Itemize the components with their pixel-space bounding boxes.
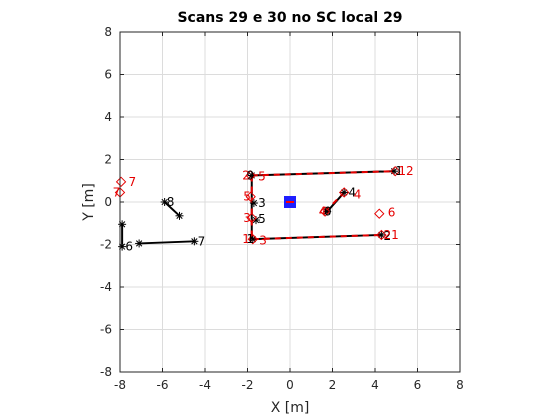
grid-lines — [119, 31, 461, 373]
point-label: 5 — [258, 212, 266, 226]
x-tick-label: 0 — [286, 378, 294, 392]
data-point-diamond — [319, 206, 331, 217]
point-label: 4 — [348, 185, 356, 199]
asterisk-stroke — [252, 216, 260, 224]
y-tick-label: -8 — [100, 365, 112, 379]
data-point-diamond — [245, 170, 256, 181]
point-label: 0 — [324, 205, 332, 219]
point-label: 7 — [198, 234, 206, 248]
point-label: 3 — [258, 196, 266, 210]
y-tick-label: 0 — [104, 195, 112, 209]
x-axis-label: X [m] — [271, 400, 310, 416]
y-tick-label: -2 — [100, 238, 112, 252]
x-tick-label: 8 — [456, 378, 464, 392]
data-point-asterisk — [248, 235, 257, 244]
data-point-asterisk — [190, 237, 199, 246]
point-label: 8 — [167, 195, 175, 209]
scan-segment-line — [251, 170, 396, 177]
point-label: 9 — [246, 168, 254, 182]
y-axis-label: Y [m] — [81, 183, 97, 222]
point-label: 1 — [242, 232, 250, 246]
data-point-diamond — [389, 165, 401, 177]
point-label: 3 — [259, 233, 267, 247]
scan-segment-line — [252, 233, 382, 241]
asterisk-stroke — [161, 198, 168, 206]
x-tick-label: 2 — [329, 378, 337, 392]
point-label: 5 — [258, 170, 266, 184]
data-point-diamond — [338, 187, 350, 198]
y-tick-label: 6 — [104, 68, 112, 82]
chart-title: Scans 29 e 30 no SC local 29 — [177, 10, 402, 26]
y-tick-label: -4 — [100, 280, 112, 294]
data-point-diamond — [246, 212, 257, 224]
data-point-asterisk — [175, 211, 184, 220]
y-tick-label: -6 — [100, 323, 112, 337]
point-label: 4 — [354, 188, 362, 202]
y-tick-label: 4 — [104, 110, 112, 124]
x-axis-ticks: -8 -6 -4 -2 0 2 4 6 8 — [114, 32, 464, 392]
data-point-asterisk — [135, 239, 144, 248]
point-label: 5 — [243, 190, 251, 204]
point-label: 6 — [125, 240, 133, 254]
data-point-asterisk — [377, 230, 386, 239]
point-label: 12 — [398, 164, 413, 178]
x-tick-label: -4 — [199, 378, 211, 392]
data-point-asterisk — [118, 220, 127, 229]
point-label: 3 — [243, 211, 251, 225]
origin-marker — [284, 196, 296, 208]
asterisk-stroke — [324, 208, 331, 215]
x-tick-label: 6 — [414, 378, 422, 392]
scan-markers — [114, 165, 401, 251]
x-tick-label: 4 — [371, 378, 379, 392]
x-tick-label: -2 — [242, 378, 254, 392]
asterisk-stroke — [378, 231, 385, 239]
asterisk-stroke — [135, 240, 143, 247]
data-point-diamond — [247, 233, 259, 245]
point-label: 2 — [242, 168, 250, 182]
asterisk-stroke — [191, 238, 198, 245]
point-label: 1 — [246, 232, 254, 246]
point-label: 7 — [129, 175, 137, 189]
asterisk-stroke — [250, 199, 258, 207]
data-point-asterisk — [249, 199, 258, 208]
point-label: 7 — [113, 185, 121, 199]
point-label: 21 — [384, 228, 399, 242]
point-label: 4 — [319, 205, 327, 219]
data-point-diamond — [245, 191, 256, 202]
asterisk-stroke — [341, 189, 348, 196]
data-point-asterisk — [160, 198, 169, 206]
data-point-asterisk — [252, 216, 260, 225]
scan-segment-line — [324, 191, 345, 213]
asterisk-stroke — [176, 212, 183, 219]
x-tick-label: -8 — [114, 378, 126, 392]
scan-segment-line — [139, 240, 195, 245]
asterisk-stroke — [249, 236, 256, 243]
data-point-asterisk — [340, 188, 349, 197]
point-label: 6 — [388, 206, 396, 220]
point-label: 2 — [384, 229, 392, 243]
point-label: 1 — [395, 164, 403, 178]
y-tick-label: 2 — [104, 153, 112, 167]
data-point-diamond — [376, 229, 387, 241]
data-point-diamond — [115, 176, 127, 188]
x-tick-label: -6 — [157, 378, 169, 392]
y-axis-ticks: -8 -6 -4 -2 0 2 4 6 8 — [100, 25, 460, 379]
data-point-diamond — [374, 208, 385, 219]
y-tick-label: 8 — [104, 25, 112, 39]
